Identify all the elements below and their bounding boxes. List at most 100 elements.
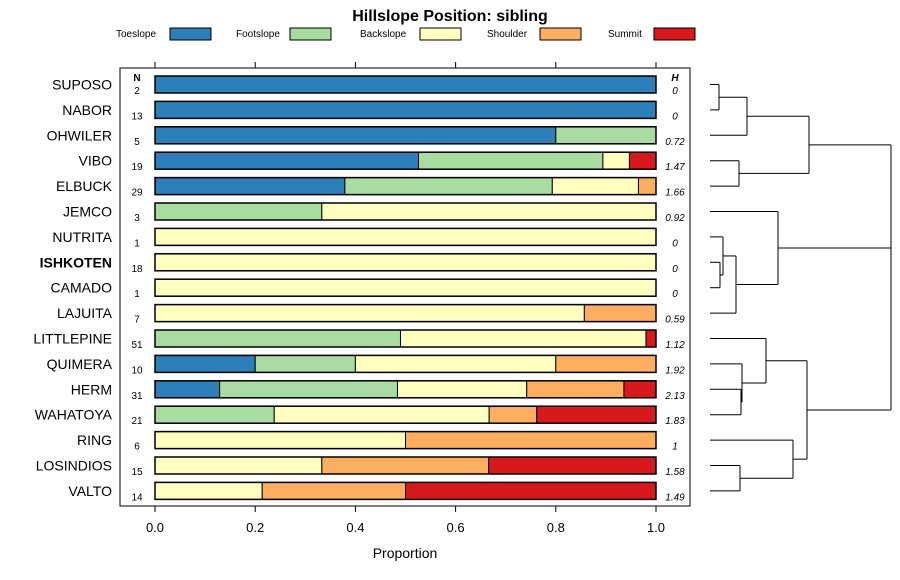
bar-segment-backslope: [273, 405, 490, 424]
bar-segment-footslope: [254, 354, 356, 373]
n-value: 3: [134, 213, 140, 224]
row-label: VALTO: [68, 483, 112, 499]
h-value: 0.92: [665, 213, 685, 224]
h-value: 1.58: [665, 467, 685, 478]
legend-swatch-toeslope: [169, 27, 212, 41]
bar-segment-backslope: [354, 354, 557, 373]
x-tick-label: 0.0: [146, 520, 164, 535]
bar-segment-shoulder: [321, 456, 490, 475]
bar-outline: [154, 75, 657, 94]
row-label: NABOR: [62, 102, 112, 118]
bar-segment-summit: [536, 405, 657, 424]
x-tick-label: 0.6: [447, 520, 465, 535]
bar-segment-shoulder: [261, 481, 406, 500]
row-label: ISHKOTEN: [40, 254, 112, 270]
n-value: 18: [131, 264, 143, 275]
n-value: 15: [131, 467, 143, 478]
bar-outline: [154, 456, 657, 475]
h-value: 1.83: [665, 416, 685, 427]
bar-outline: [154, 278, 657, 297]
h-value: 0: [672, 264, 678, 275]
h-value: 0: [672, 111, 678, 122]
bar-segment-shoulder: [583, 304, 657, 323]
legend-label-backslope: Backslope: [360, 29, 407, 40]
bar-segment-backslope: [154, 481, 263, 500]
legend-swatch-summit: [653, 27, 696, 41]
bar-outline: [154, 481, 657, 501]
row-label: LOSINDIOS: [36, 458, 112, 474]
bar-segment-shoulder: [555, 354, 657, 373]
x-tick-label: 0.8: [547, 520, 565, 535]
legend-label-toeslope: Toeslope: [116, 29, 156, 40]
bar-segment-backslope: [154, 227, 657, 246]
bar-segment-toeslope: [154, 354, 256, 373]
bar-segment-summit: [645, 329, 657, 348]
bar-segment-toeslope: [154, 75, 657, 94]
bar-segment-shoulder: [405, 431, 657, 450]
bar-segment-summit: [488, 456, 657, 475]
h-value: 0: [672, 289, 678, 300]
n-value: 31: [131, 391, 143, 402]
bar-outline: [154, 202, 657, 221]
bar-segment-backslope: [321, 202, 657, 221]
n-value: 29: [131, 188, 143, 199]
bar-segment-toeslope: [154, 380, 221, 399]
bar-outline: [154, 126, 657, 145]
bar-outline: [154, 329, 657, 348]
bar-outline: [154, 303, 657, 323]
chart-title: Hillslope Position: sibling: [352, 8, 548, 25]
n-value: 1: [134, 238, 140, 249]
h-header: H: [671, 73, 679, 84]
h-value: 0.72: [665, 137, 685, 148]
legend-label-summit: Summit: [608, 29, 642, 40]
bar-segment-footslope: [154, 405, 275, 424]
bar-segment-backslope: [396, 380, 528, 399]
h-value: 2.13: [664, 391, 685, 402]
bar-outline: [154, 354, 657, 374]
row-label: CAMADO: [51, 280, 113, 296]
bar-outline: [154, 430, 657, 450]
h-value: 1.66: [665, 188, 685, 199]
legend-swatch-backslope: [419, 27, 462, 41]
bar-segment-footslope: [154, 329, 401, 348]
bar-outline: [154, 100, 657, 120]
bar-segment-backslope: [399, 329, 647, 348]
row-label: HERM: [71, 381, 112, 397]
bar-segment-backslope: [602, 151, 630, 170]
bar-segment-backslope: [154, 278, 657, 297]
n-value: 1: [134, 289, 140, 300]
bar-segment-backslope: [154, 431, 406, 450]
bar-segment-summit: [405, 481, 657, 500]
h-value: 0: [672, 86, 678, 97]
n-value: 2: [134, 86, 140, 97]
bar-segment-footslope: [219, 380, 398, 399]
h-value: 0: [672, 238, 678, 249]
n-value: 21: [131, 416, 143, 427]
h-value: 1.12: [665, 340, 685, 351]
bar-outline: [154, 380, 657, 399]
bar-segment-footslope: [154, 202, 323, 221]
row-label: VIBO: [79, 153, 113, 169]
bar-outline: [154, 176, 657, 196]
bar-segment-backslope: [154, 456, 323, 475]
bar-segment-backslope: [551, 177, 639, 196]
x-tick-label: 1.0: [647, 520, 665, 535]
n-value: 51: [131, 340, 143, 351]
h-value: 1.49: [665, 492, 685, 503]
n-value: 14: [131, 492, 143, 503]
bar-segment-toeslope: [154, 126, 557, 145]
bar-outline: [154, 405, 657, 424]
row-label: QUIMERA: [47, 356, 113, 372]
bar-segment-footslope: [344, 177, 553, 196]
bar-segment-summit: [623, 380, 657, 399]
n-value: 6: [134, 442, 140, 453]
n-header: N: [133, 73, 140, 84]
n-value: 7: [134, 315, 140, 326]
row-label: LITTLEPINE: [33, 331, 112, 347]
bar-segment-shoulder: [526, 380, 625, 399]
row-label: ELBUCK: [56, 178, 113, 194]
bar-outline: [154, 253, 657, 272]
x-axis-label: Proportion: [373, 545, 438, 561]
legend-swatch-footslope: [289, 27, 332, 41]
row-label: OHWILER: [47, 127, 112, 143]
